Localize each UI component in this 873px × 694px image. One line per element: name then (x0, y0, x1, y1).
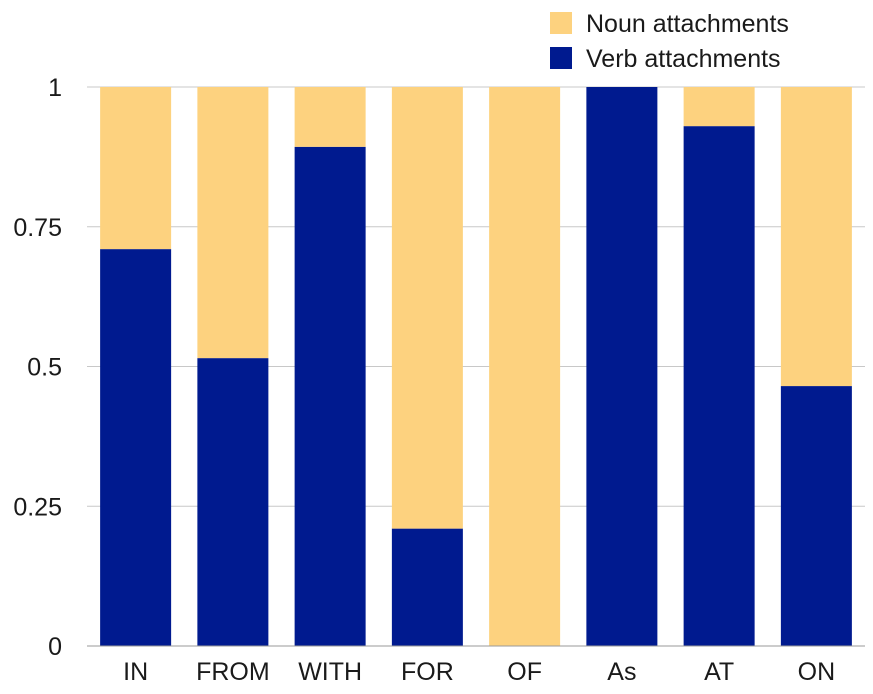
legend-label: Verb attachments (586, 45, 781, 73)
bar-verb-attachments-as (586, 87, 658, 646)
bar-noun-attachments-with (294, 87, 366, 147)
x-tick-label: FOR (401, 658, 454, 686)
x-tick-label: IN (123, 658, 148, 686)
bar-verb-attachments-from (197, 358, 269, 646)
legend-swatch (550, 47, 572, 69)
x-tick-label: OF (507, 658, 542, 686)
x-tick-label: As (607, 658, 636, 686)
y-tick-label: 0 (48, 633, 62, 661)
bar-noun-attachments-at (683, 87, 755, 127)
legend-swatch (550, 12, 572, 34)
bar-noun-attachments-on (780, 87, 852, 387)
bar-verb-attachments-on (780, 386, 852, 646)
bar-verb-attachments-in (100, 249, 172, 647)
y-tick-label: 0.5 (27, 354, 62, 382)
x-tick-label: AT (704, 658, 734, 686)
x-tick-label: WITH (298, 658, 362, 686)
x-tick-label: ON (798, 658, 836, 686)
bar-verb-attachments-at (683, 126, 755, 646)
bar-noun-attachments-from (197, 87, 269, 359)
x-tick-label: FROM (196, 658, 270, 686)
y-tick-label: 0.75 (13, 214, 62, 242)
bar-verb-attachments-with (294, 146, 366, 647)
y-tick-label: 1 (48, 74, 62, 102)
legend-label: Noun attachments (586, 10, 789, 38)
axes: 0 0.25 0.5 0.75 1 IN FROM WITH FOR OF As AT ON (13, 74, 865, 686)
bar-verb-attachments-for (391, 528, 463, 646)
bars (100, 87, 852, 647)
bar-noun-attachments-in (100, 87, 172, 250)
y-tick-label: 0.25 (13, 493, 62, 521)
legend: Noun attachments Verb attachments (550, 10, 789, 73)
bar-noun-attachments-for (391, 87, 463, 529)
bar-noun-attachments-of (489, 87, 561, 646)
